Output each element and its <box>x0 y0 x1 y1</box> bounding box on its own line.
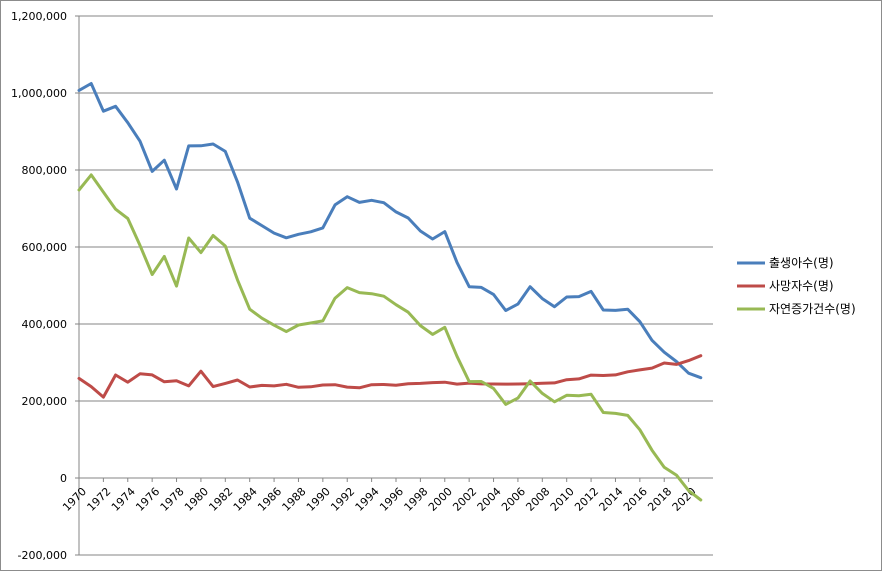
x-axis-tick-labels: 1970197219741976197819801982198419861988… <box>60 485 699 514</box>
x-tick-label: 2016 <box>621 485 650 514</box>
x-tick-label: 2020 <box>670 485 699 514</box>
y-tick-label: 1,200,000 <box>11 10 67 23</box>
series-line-1 <box>77 354 703 399</box>
x-tick-label: 1986 <box>255 485 284 514</box>
x-tick-label: 2000 <box>426 485 455 514</box>
x-tick-label: 1988 <box>280 485 309 514</box>
x-tick-label: 2004 <box>475 485 504 514</box>
y-tick-label: 600,000 <box>22 241 68 254</box>
y-tick-label: 0 <box>60 472 67 485</box>
series-line-0 <box>77 82 703 380</box>
x-tick-label: 1972 <box>85 485 114 514</box>
x-tick-label: 2014 <box>597 485 626 514</box>
y-tick-label: 1,000,000 <box>11 87 67 100</box>
x-tick-label: 1976 <box>133 485 162 514</box>
x-tick-label: 2002 <box>450 485 479 514</box>
legend-label: 출생아수(명) <box>769 256 834 270</box>
x-tick-label: 1974 <box>109 485 138 514</box>
y-tick-label: 800,000 <box>22 164 68 177</box>
y-tick-label: 200,000 <box>22 395 68 408</box>
series-line-2 <box>77 173 703 502</box>
legend: 출생아수(명) 사망자수(명) 자연증가건수(명) <box>737 256 856 316</box>
x-tick-label: 2006 <box>499 485 528 514</box>
y-tick-label: 400,000 <box>22 318 68 331</box>
legend-label: 자연증가건수(명) <box>769 302 856 316</box>
x-tick-label: 1990 <box>304 485 333 514</box>
gridlines <box>75 15 713 556</box>
x-tick-label: 2010 <box>548 485 577 514</box>
x-tick-label: 2008 <box>523 485 552 514</box>
x-tick-label: 1978 <box>158 485 187 514</box>
x-tick-label: 1984 <box>231 485 260 514</box>
x-tick-label: 1970 <box>60 485 89 514</box>
x-tick-label: 1998 <box>402 485 431 514</box>
x-tick-label: 1992 <box>328 485 357 514</box>
x-tick-label: 1982 <box>206 485 235 514</box>
x-tick-label: 2012 <box>572 485 601 514</box>
y-axis-tick-labels: -200,000 0 200,000 400,000 600,000 800,000 1,0… <box>11 10 67 562</box>
y-tick-label: -200,000 <box>18 549 67 562</box>
x-tick-label: 2018 <box>645 485 674 514</box>
series-lines <box>77 82 703 502</box>
x-tick-label: 1980 <box>182 485 211 514</box>
x-tick-label: 1996 <box>377 485 406 514</box>
x-tick-label: 1994 <box>353 485 382 514</box>
legend-label: 사망자수(명) <box>769 279 834 293</box>
